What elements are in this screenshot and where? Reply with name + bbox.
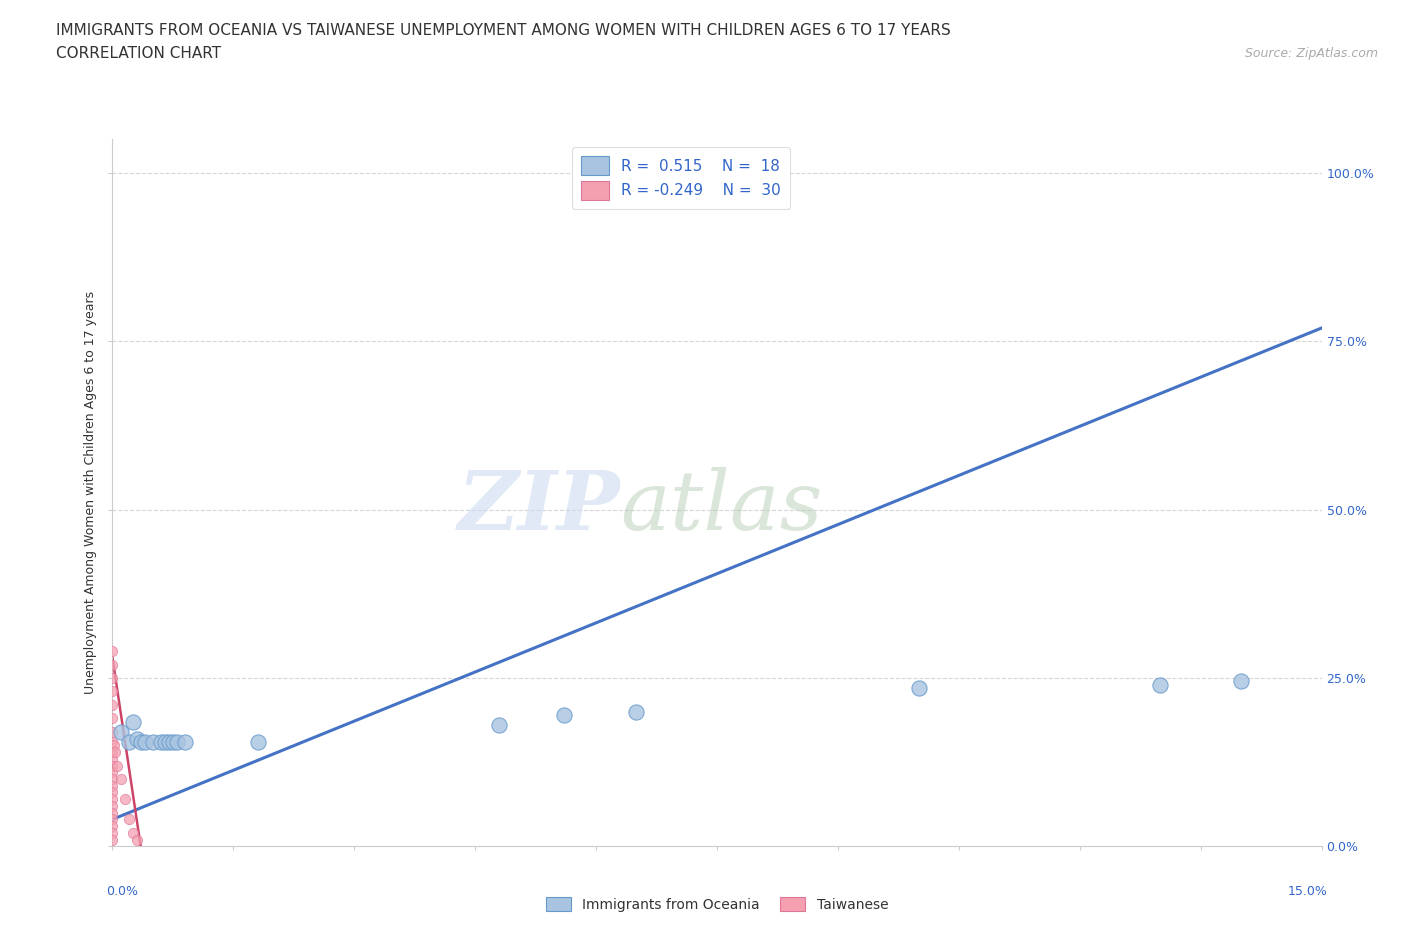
Point	[101, 751, 124, 766]
Point	[149, 735, 172, 750]
Point	[101, 711, 124, 725]
Point	[1230, 674, 1253, 689]
Point	[907, 681, 929, 696]
Point	[101, 832, 124, 847]
Point	[101, 799, 124, 814]
Point	[129, 735, 152, 750]
Point	[101, 764, 124, 779]
Y-axis label: Unemployment Among Women with Children Ages 6 to 17 years: Unemployment Among Women with Children A…	[83, 291, 97, 695]
Point	[103, 737, 125, 752]
Point	[121, 826, 143, 841]
Text: IMMIGRANTS FROM OCEANIA VS TAIWANESE UNEMPLOYMENT AMONG WOMEN WITH CHILDREN AGES: IMMIGRANTS FROM OCEANIA VS TAIWANESE UNE…	[56, 23, 950, 38]
Point	[104, 745, 127, 760]
Point	[101, 826, 124, 841]
Point	[121, 714, 143, 729]
Point	[101, 698, 124, 712]
Point	[166, 735, 188, 750]
Point	[134, 735, 156, 750]
Text: CORRELATION CHART: CORRELATION CHART	[56, 46, 221, 61]
Point	[101, 805, 124, 820]
Point	[117, 812, 139, 827]
Point	[101, 644, 124, 658]
Point	[101, 671, 124, 685]
Text: Source: ZipAtlas.com: Source: ZipAtlas.com	[1244, 46, 1378, 60]
Point	[633, 159, 655, 174]
Point	[125, 832, 148, 847]
Point	[110, 724, 132, 739]
Point	[114, 791, 136, 806]
Point	[174, 735, 197, 750]
Legend: Immigrants from Oceania, Taiwanese: Immigrants from Oceania, Taiwanese	[540, 891, 894, 917]
Point	[101, 735, 124, 750]
Point	[101, 818, 124, 833]
Point	[101, 812, 124, 827]
Point	[101, 758, 124, 773]
Point	[153, 735, 176, 750]
Point	[101, 791, 124, 806]
Point	[246, 735, 269, 750]
Point	[125, 731, 148, 746]
Text: 0.0%: 0.0%	[107, 885, 138, 898]
Point	[626, 704, 648, 719]
Point	[101, 724, 124, 739]
Point	[101, 778, 124, 793]
Point	[105, 758, 128, 773]
Point	[1149, 677, 1171, 692]
Point	[117, 735, 139, 750]
Text: 15.0%: 15.0%	[1288, 885, 1327, 898]
Point	[101, 785, 124, 800]
Point	[162, 735, 184, 750]
Point	[101, 658, 124, 672]
Point	[101, 684, 124, 699]
Point	[488, 718, 510, 733]
Point	[157, 735, 180, 750]
Point	[101, 745, 124, 760]
Text: ZIP: ZIP	[458, 467, 620, 547]
Point	[101, 772, 124, 787]
Point	[142, 735, 165, 750]
Point	[110, 772, 132, 787]
Point	[553, 708, 575, 723]
Text: atlas: atlas	[620, 467, 823, 547]
